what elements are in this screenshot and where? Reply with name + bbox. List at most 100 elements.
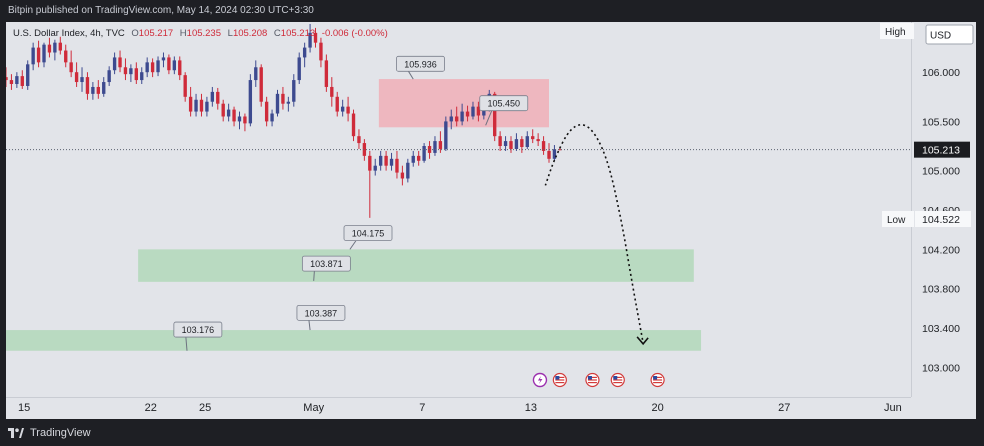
candle-body-41 <box>226 109 231 117</box>
candle-71 <box>389 152 394 171</box>
candle-body-45 <box>248 80 253 124</box>
candle-body-7 <box>42 44 46 63</box>
candle-body-54 <box>297 57 301 81</box>
flag-canton-3 <box>613 376 618 380</box>
candle-body-77 <box>422 146 426 161</box>
close-label: C <box>274 28 281 39</box>
candle-9 <box>53 39 57 61</box>
candle-body-52 <box>286 101 291 104</box>
candle-body-18 <box>102 82 106 94</box>
candle-body-37 <box>205 101 209 112</box>
candle-63 <box>346 96 350 122</box>
candle-body-94 <box>514 139 519 149</box>
candle-body-29 <box>161 57 166 61</box>
price-callout-2: 104.175 <box>343 225 393 250</box>
time-tick-6: 20 <box>651 402 663 414</box>
low-value-box <box>915 211 971 227</box>
candle-10 <box>58 36 62 55</box>
candle-33 <box>183 72 187 102</box>
candle-body-0 <box>4 77 8 81</box>
low-value-label: 104.522 <box>922 214 960 226</box>
candle-body-27 <box>150 62 155 73</box>
callout-box-4 <box>296 304 346 321</box>
candle-body-76 <box>416 155 421 161</box>
time-tick-7: 27 <box>778 402 790 414</box>
callout-pointer-3 <box>313 271 315 281</box>
currency-button[interactable] <box>925 24 974 45</box>
candle-body-88 <box>482 109 486 116</box>
price-tick-7: 103.000 <box>922 362 960 374</box>
time-tick-5: 13 <box>525 402 537 414</box>
candle-79 <box>433 136 437 156</box>
candle-40 <box>221 99 225 122</box>
candle-8 <box>47 37 52 58</box>
candle-34 <box>188 86 193 117</box>
candle-20 <box>112 52 117 75</box>
candle-body-43 <box>237 116 242 122</box>
projection-arrowhead <box>636 336 649 346</box>
candle-49 <box>270 109 274 127</box>
candle-31 <box>172 56 177 75</box>
candle-14 <box>80 67 84 92</box>
candle-36 <box>199 93 204 117</box>
candle-86 <box>471 101 475 120</box>
candle-body-13 <box>74 72 79 83</box>
candle-body-67 <box>368 155 372 171</box>
candle-body-6 <box>36 47 41 63</box>
candle-body-47 <box>259 67 263 102</box>
callout-label-5: 103.176 <box>182 325 215 335</box>
candle-body-51 <box>281 93 285 104</box>
candle-body-28 <box>156 60 160 73</box>
candle-body-62 <box>340 106 345 112</box>
candle-76 <box>416 150 421 166</box>
us-flag-icon-3[interactable] <box>610 372 625 388</box>
candle-99 <box>541 136 546 155</box>
candle-body-60 <box>330 86 334 97</box>
candle-body-48 <box>264 101 269 122</box>
candle-body-33 <box>183 75 187 97</box>
candle-65 <box>357 129 361 149</box>
us-flag-icon-2[interactable] <box>585 372 600 388</box>
candle-43 <box>237 111 242 130</box>
candle-44 <box>243 113 247 132</box>
candle-21 <box>118 50 122 73</box>
candle-body-10 <box>58 42 62 51</box>
high-value: 105.235 <box>187 28 221 39</box>
last-price-label: 105.213 <box>922 145 960 157</box>
time-tick-2: 25 <box>199 402 211 414</box>
candle-body-25 <box>140 72 144 81</box>
candle-body-21 <box>118 57 122 68</box>
chart-panel[interactable]: 105.936 105.450 104.175 103.871 103.387 103.1… <box>4 22 976 419</box>
close-value: 105.213 <box>281 28 315 39</box>
price-chart[interactable]: 105.936 105.450 104.175 103.871 103.387 103.1… <box>4 22 976 419</box>
us-flag-icon-1[interactable] <box>552 372 567 388</box>
candle-35 <box>194 93 198 117</box>
candle-39 <box>216 87 220 110</box>
high-marker <box>880 23 914 39</box>
candle-55 <box>302 42 307 68</box>
candle-body-49 <box>270 113 274 122</box>
candle-body-63 <box>346 106 350 114</box>
candle-body-73 <box>400 172 405 179</box>
candle-body-57 <box>313 32 318 43</box>
candle-body-86 <box>471 106 475 117</box>
candle-29 <box>161 52 166 68</box>
callout-label-1: 105.450 <box>487 99 520 109</box>
candle-3 <box>20 70 24 89</box>
lightning-icon-0[interactable] <box>532 372 548 388</box>
candle-94 <box>514 133 519 151</box>
candle-body-91 <box>498 136 502 147</box>
candle-body-15 <box>85 77 90 94</box>
candle-68 <box>373 158 377 176</box>
time-tick-4: 7 <box>419 402 425 414</box>
support-zone-1 <box>138 249 694 282</box>
candle-11 <box>64 44 68 68</box>
candle-80 <box>438 131 443 153</box>
us-flag-icon-4[interactable] <box>650 372 665 388</box>
candle-body-26 <box>145 62 149 73</box>
candle-62 <box>340 99 345 117</box>
candle-body-2 <box>15 76 19 85</box>
candle-body-96 <box>525 136 529 147</box>
candle-body-80 <box>438 141 443 149</box>
candle-95 <box>520 136 524 153</box>
